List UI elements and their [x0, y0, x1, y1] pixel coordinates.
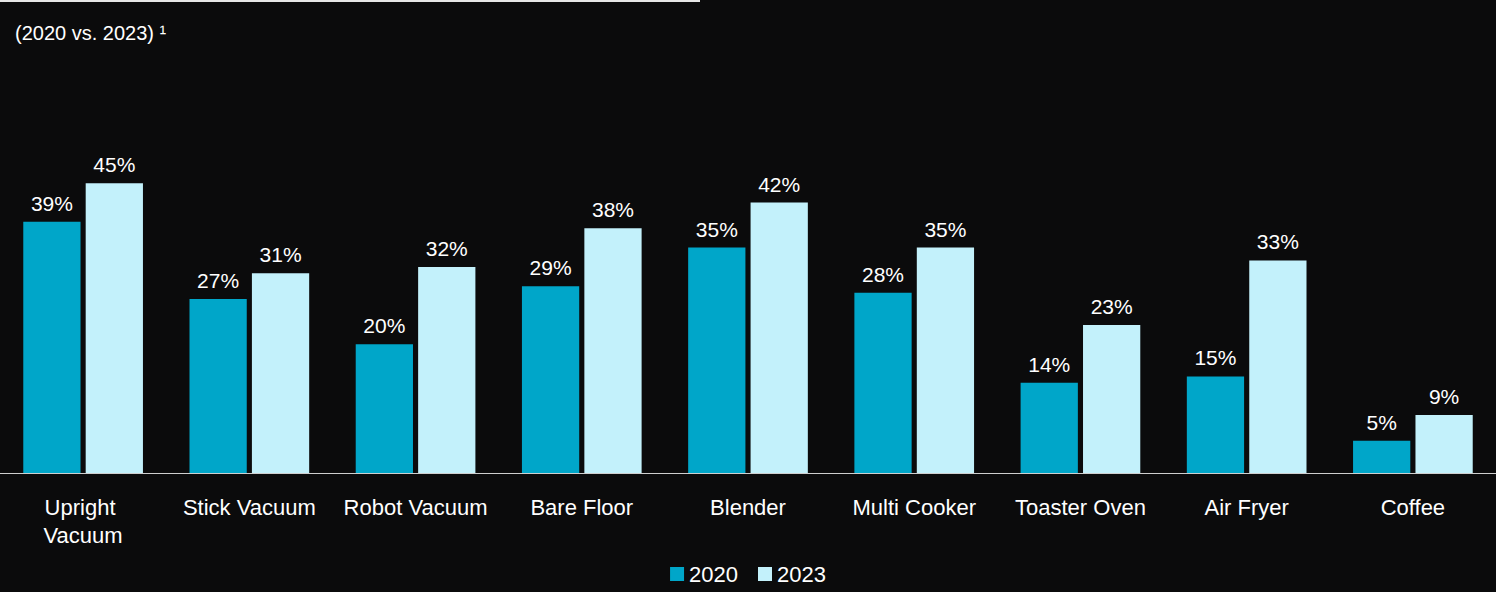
- svg-text:28%: 28%: [862, 263, 904, 286]
- svg-text:14%: 14%: [1028, 353, 1070, 376]
- svg-text:27%: 27%: [197, 269, 239, 292]
- svg-text:32%: 32%: [426, 237, 468, 260]
- svg-text:39%: 39%: [31, 192, 73, 215]
- svg-text:Upright: Upright: [45, 495, 122, 520]
- svg-text:2020: 2020: [689, 562, 738, 587]
- svg-text:(2020 vs. 2023) ¹: (2020 vs. 2023) ¹: [15, 22, 167, 44]
- svg-text:42%: 42%: [758, 173, 800, 196]
- svg-text:20%: 20%: [363, 314, 405, 337]
- svg-text:Multi Cooker: Multi Cooker: [852, 495, 975, 520]
- svg-text:Bare Floor: Bare Floor: [530, 495, 633, 520]
- svg-text:29%: 29%: [530, 256, 572, 279]
- svg-text:Stick Vacuum: Stick Vacuum: [183, 495, 316, 520]
- svg-text:9%: 9%: [1429, 385, 1459, 408]
- svg-text:5%: 5%: [1367, 411, 1397, 434]
- svg-text:Vacuum: Vacuum: [44, 523, 123, 548]
- svg-text:Coffee: Coffee: [1381, 495, 1445, 520]
- svg-text:Robot Vacuum: Robot Vacuum: [344, 495, 488, 520]
- svg-text:35%: 35%: [696, 218, 738, 241]
- svg-text:Toaster Oven: Toaster Oven: [1015, 495, 1146, 520]
- svg-text:45%: 45%: [93, 153, 135, 176]
- svg-text:33%: 33%: [1257, 230, 1299, 253]
- svg-text:Blender: Blender: [710, 495, 786, 520]
- svg-text:2023: 2023: [777, 562, 826, 587]
- svg-text:15%: 15%: [1194, 346, 1236, 369]
- svg-text:Air Fryer: Air Fryer: [1205, 495, 1289, 520]
- svg-text:23%: 23%: [1091, 295, 1133, 318]
- svg-text:38%: 38%: [592, 198, 634, 221]
- svg-text:31%: 31%: [260, 243, 302, 266]
- svg-text:35%: 35%: [924, 218, 966, 241]
